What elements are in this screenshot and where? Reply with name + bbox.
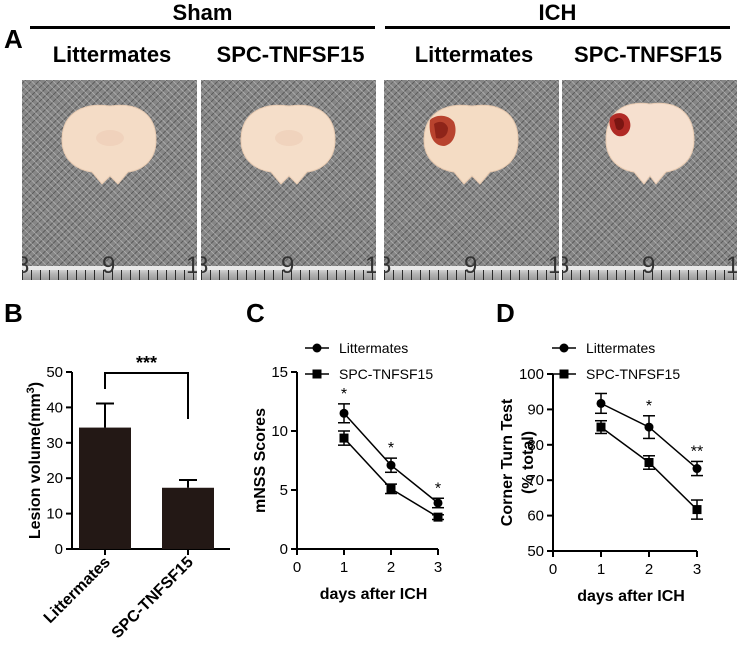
- y-tick-label: 90: [527, 401, 544, 418]
- x-axis-label: days after ICH: [577, 588, 685, 605]
- panel-c-letter: C: [246, 298, 265, 328]
- brain-photo-sham-littermates: 8 9 1: [22, 80, 197, 280]
- legend-label: Littermates: [339, 340, 408, 356]
- brain-photo-ich-littermates: 8 9 1: [384, 80, 559, 280]
- y-tick-label: 15: [271, 364, 288, 381]
- significance-bracket: [104, 372, 189, 419]
- x-tick-label: 2: [645, 561, 653, 578]
- legend-marker: [312, 343, 322, 353]
- panel-a-letter: A: [4, 24, 23, 54]
- y-tick-label: 70: [527, 472, 544, 489]
- legend-label: SPC-TNFSF15: [339, 366, 433, 382]
- ruler-number: 1: [726, 252, 737, 279]
- ruler-number: 1: [548, 252, 559, 279]
- x-tick-label: 1: [340, 559, 348, 576]
- x-tick-label: SPC-TNFSF15: [109, 554, 197, 642]
- y-axis-label: mNSS Scores: [252, 408, 269, 513]
- data-point: [692, 464, 702, 474]
- ruler-number: 8: [201, 252, 209, 279]
- group-line-sham: [30, 26, 375, 29]
- y-tick-label: 60: [527, 508, 544, 525]
- legend-marker: [559, 343, 569, 353]
- bar: [162, 487, 214, 549]
- x-tick-label: 3: [693, 561, 701, 578]
- x-tick-label: Littermates: [41, 554, 114, 627]
- significance-label: *: [341, 386, 347, 403]
- brain-photo-sham-spc: 8 9 1: [201, 80, 376, 280]
- y-tick-label: 0: [55, 541, 63, 558]
- group-line-ich: [385, 26, 730, 29]
- brain-slice-lesion: [423, 104, 519, 185]
- data-point: [596, 398, 606, 408]
- legend-label: Littermates: [586, 340, 655, 356]
- significance-label: ***: [136, 353, 157, 373]
- x-tick-label: 1: [597, 561, 605, 578]
- x-tick-label: 3: [434, 559, 442, 576]
- significance-label: *: [435, 480, 441, 497]
- legend-marker: [312, 369, 322, 379]
- y-tick-label: 5: [280, 482, 288, 499]
- panel-d-letter: D: [496, 298, 515, 328]
- x-tick-label: 0: [293, 559, 301, 576]
- significance-label: **: [691, 443, 703, 460]
- y-tick-label: 100: [519, 366, 544, 383]
- ruler-number: 8: [22, 252, 30, 279]
- col-label-sham-spc: SPC-TNFSF15: [216, 42, 365, 67]
- ruler-number: 8: [384, 252, 392, 279]
- x-axis-label: days after ICH: [320, 586, 428, 603]
- x-tick-label: 2: [387, 559, 395, 576]
- y-tick-label: 50: [46, 364, 63, 381]
- group-title-ich: ICH: [538, 0, 577, 25]
- brain-slice: [240, 104, 336, 185]
- y-tick-label: 0: [280, 541, 288, 558]
- ruler-number: 9: [642, 252, 656, 279]
- group-title-sham: Sham: [172, 0, 233, 25]
- data-point: [644, 458, 654, 467]
- y-axis-label: Lesion volume(mm3): [25, 382, 44, 539]
- y-tick-label: 30: [46, 435, 63, 452]
- significance-label: *: [388, 440, 394, 457]
- data-point: [433, 498, 443, 508]
- brain-slice-lesion: [605, 102, 695, 185]
- brain-slice: [61, 104, 157, 185]
- chart-c-mnss: 0 5 10 15 0 1 2 3 days after ICH mNSS Scores * * * Li…: [252, 340, 444, 603]
- data-point: [386, 460, 396, 470]
- ruler-number: 1: [186, 252, 197, 279]
- data-point: [596, 422, 606, 432]
- x-tick-label: 0: [549, 561, 557, 578]
- col-label-sham-littermates: Littermates: [52, 42, 172, 67]
- significance-label: *: [646, 398, 652, 415]
- data-point: [339, 433, 349, 443]
- col-label-ich-littermates: Littermates: [414, 42, 534, 67]
- y-tick-label: 10: [46, 506, 63, 523]
- data-point: [339, 408, 349, 418]
- y-tick-label: 80: [527, 437, 544, 454]
- panel-b-letter: B: [4, 298, 23, 328]
- y-tick-label: 20: [46, 470, 63, 487]
- y-tick-label: 50: [527, 543, 544, 560]
- chart-d-corner-turn: 50 60 70 80 90 100 0 1 2 3 days after ICH Corner Tu…: [499, 340, 703, 605]
- y-tick-label: 40: [46, 399, 63, 416]
- ruler-number: 8: [562, 252, 570, 279]
- col-label-ich-spc: SPC-TNFSF15: [574, 42, 722, 67]
- ruler-number: 1: [365, 252, 376, 279]
- data-point: [692, 505, 702, 515]
- y-axis-label: Corner Turn Test (% total): [499, 398, 537, 526]
- ruler-number: 9: [464, 252, 478, 279]
- legend-marker: [559, 369, 569, 379]
- data-point: [433, 512, 443, 522]
- bar: [79, 427, 131, 549]
- ruler-number: 9: [102, 252, 116, 279]
- legend-label: SPC-TNFSF15: [586, 366, 680, 382]
- data-point: [386, 484, 396, 494]
- y-tick-label: 10: [271, 423, 288, 440]
- brain-photo-ich-spc: 8 9 1: [562, 80, 737, 280]
- data-point: [644, 422, 654, 432]
- ruler-number: 9: [281, 252, 295, 279]
